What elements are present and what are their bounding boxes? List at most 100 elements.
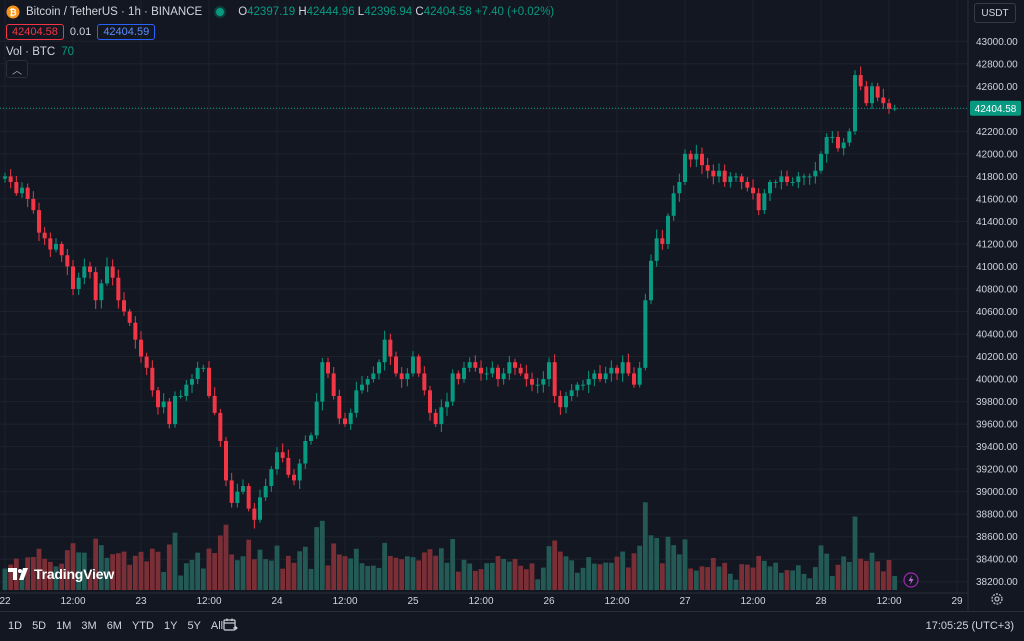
candle-body bbox=[785, 176, 790, 183]
candle-body bbox=[501, 373, 506, 380]
candle-body bbox=[603, 373, 608, 380]
candle-body bbox=[467, 362, 472, 368]
price-tick-label: 39000.00 bbox=[976, 487, 1018, 498]
candle-body bbox=[558, 395, 563, 408]
candle-body bbox=[445, 401, 450, 408]
volume-bar bbox=[603, 562, 609, 590]
range-button-5y[interactable]: 5Y bbox=[187, 620, 201, 632]
candle-body bbox=[229, 480, 234, 503]
volume-bar bbox=[274, 545, 280, 590]
time-tick-label: 12:00 bbox=[332, 596, 357, 607]
price-tick-label: 39400.00 bbox=[976, 442, 1018, 453]
volume-bar bbox=[455, 571, 461, 590]
volume-bar bbox=[382, 542, 388, 590]
volume-bar bbox=[688, 568, 694, 590]
candle-body bbox=[224, 440, 229, 481]
candle-body bbox=[59, 243, 64, 256]
volume-bar bbox=[869, 552, 875, 590]
symbol-legend: ₿ Bitcoin / TetherUS · 1h · BINANCE O423… bbox=[6, 5, 554, 19]
range-button-3m[interactable]: 3M bbox=[81, 620, 97, 632]
volume-bar bbox=[393, 557, 399, 590]
price-tick-label: 38400.00 bbox=[976, 555, 1018, 566]
tradingview-logo[interactable]: TradingView bbox=[8, 566, 114, 582]
range-button-6m[interactable]: 6M bbox=[106, 620, 122, 632]
candle-body bbox=[507, 362, 512, 374]
volume-value: 70 bbox=[61, 46, 75, 58]
volume-bar bbox=[410, 557, 416, 590]
candle-body bbox=[309, 435, 314, 441]
volume-bar bbox=[336, 554, 342, 590]
currency-button[interactable]: USDT bbox=[974, 3, 1016, 23]
settings-gear-icon[interactable] bbox=[990, 592, 1004, 606]
volume-bar bbox=[115, 553, 121, 590]
volume-bar bbox=[399, 559, 405, 590]
candle-body bbox=[530, 379, 535, 385]
volume-bar bbox=[53, 566, 59, 590]
candle-body bbox=[212, 395, 217, 413]
price-tick-label: 42000.00 bbox=[976, 149, 1018, 160]
range-button-1m[interactable]: 1M bbox=[56, 620, 72, 632]
candle-body bbox=[819, 153, 824, 171]
time-axis: 22 12:00 23 12:00 24 12:00 25 12:00 26 12:00 27 12:… bbox=[0, 0, 969, 611]
volume-bar bbox=[659, 563, 665, 590]
candle-body bbox=[881, 97, 886, 104]
range-button-ytd[interactable]: YTD bbox=[131, 620, 154, 632]
candle-body bbox=[569, 390, 574, 396]
volume-bar bbox=[518, 565, 524, 590]
volume-bar bbox=[880, 571, 886, 590]
bitcoin-icon: ₿ bbox=[6, 5, 20, 19]
time-tick-label: 12:00 bbox=[876, 596, 901, 607]
market-status-icon[interactable] bbox=[216, 8, 225, 16]
svg-text:₿: ₿ bbox=[9, 8, 16, 18]
candle-body bbox=[54, 243, 59, 250]
candle-body bbox=[620, 362, 625, 374]
volume-bar bbox=[778, 572, 784, 590]
range-button-5d[interactable]: 5D bbox=[32, 620, 47, 632]
candle-body bbox=[195, 367, 200, 380]
volume-bar bbox=[540, 567, 546, 590]
volume-bar bbox=[19, 573, 25, 590]
range-button-1y[interactable]: 1Y bbox=[163, 620, 178, 632]
lightning-icon[interactable] bbox=[903, 572, 919, 588]
candle-body bbox=[513, 362, 518, 368]
volume-bar bbox=[104, 557, 110, 590]
volume-bar bbox=[42, 558, 48, 590]
price-tick-label: 39600.00 bbox=[976, 420, 1018, 431]
volume-bar bbox=[444, 562, 450, 590]
volume-bar bbox=[280, 568, 286, 590]
collapse-legend-button[interactable]: ︿ bbox=[6, 60, 28, 78]
volume-bar bbox=[302, 546, 308, 590]
volume-bar bbox=[438, 548, 444, 590]
candle-body bbox=[297, 463, 302, 481]
candle-body bbox=[263, 486, 268, 498]
volume-bar bbox=[138, 551, 144, 590]
volume-bar bbox=[620, 551, 626, 590]
volume-bar bbox=[365, 565, 371, 590]
volume-bar bbox=[523, 569, 529, 590]
candle-body bbox=[190, 379, 195, 385]
volume-bar bbox=[127, 564, 133, 590]
volume-bar bbox=[812, 567, 818, 590]
price-tick-label: 42600.00 bbox=[976, 82, 1018, 93]
candle-body bbox=[768, 182, 773, 194]
volume-bar bbox=[308, 568, 314, 590]
clock-time[interactable]: 17:05:25 (UTC+3) bbox=[925, 620, 1014, 632]
candle-body bbox=[292, 474, 297, 481]
buy-button[interactable]: 42404.59 bbox=[97, 24, 156, 40]
symbol-title[interactable]: Bitcoin / TetherUS · 1h · BINANCE bbox=[26, 6, 203, 18]
sell-button[interactable]: 42404.58 bbox=[6, 24, 64, 40]
candle-body bbox=[411, 356, 416, 374]
volume-bar bbox=[875, 561, 881, 590]
volume-bar bbox=[325, 565, 331, 590]
price-tick-label: 39800.00 bbox=[976, 397, 1018, 408]
range-button-1d[interactable]: 1D bbox=[8, 620, 23, 632]
volume-bar bbox=[801, 573, 807, 590]
volume-bar bbox=[331, 543, 337, 590]
range-button-all[interactable]: All bbox=[210, 620, 224, 632]
candle-body bbox=[654, 238, 659, 261]
volume-bar bbox=[172, 532, 178, 590]
calendar-goto-icon[interactable] bbox=[222, 617, 238, 633]
candle-body bbox=[824, 136, 829, 154]
volume-bar bbox=[648, 535, 654, 590]
